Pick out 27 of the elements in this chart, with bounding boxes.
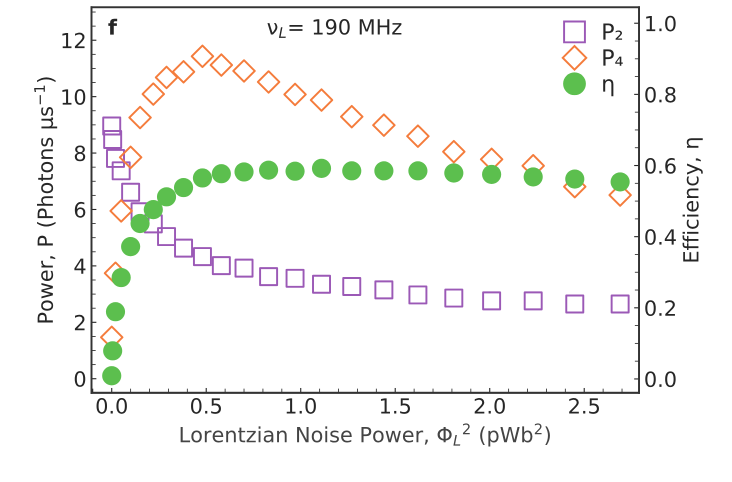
x-tick-label: 0.0 (96, 398, 127, 414)
y-axis-title: Power, P (Photons μs$^{−1}$) (34, 77, 58, 322)
y-tick-label: 2 (74, 314, 85, 330)
x-tick-label: 0.5 (191, 398, 221, 414)
y-tick-label: 8 (74, 146, 86, 162)
y2-tick-label: 0.8 (645, 86, 676, 103)
y-tick-label: 6 (74, 202, 86, 218)
y2-tick-label: 0.6 (645, 158, 676, 174)
y-tick-label: 10 (62, 89, 86, 105)
x-tick-label: 1.0 (286, 398, 316, 414)
legend-label: P₂ (603, 23, 622, 40)
y-tick-label: 0 (74, 371, 86, 387)
y2-tick-label: 0.2 (645, 300, 675, 316)
y2-tick-label: 0.0 (645, 371, 676, 388)
y2-tick-label: 0.4 (645, 229, 676, 245)
legend-label: η (603, 79, 614, 96)
annotation: f (108, 18, 118, 35)
annotation: ν$_{L}$= 190 MHz (267, 19, 402, 38)
y2-axis-title: Efficiency, η (682, 138, 703, 262)
x-tick-label: 2.5 (569, 398, 599, 414)
y-tick-label: 12 (62, 32, 85, 48)
legend-label: P₄ (603, 49, 623, 66)
x-tick-label: 1.5 (380, 398, 410, 414)
y2-tick-label: 1.0 (646, 16, 676, 32)
x-axis-title: Lorentzian Noise Power, Φ$_{L}$$^{2}$ (pWb$^{2}$) (180, 423, 550, 447)
y-tick-label: 4 (74, 258, 86, 274)
x-tick-label: 2.0 (474, 398, 505, 414)
